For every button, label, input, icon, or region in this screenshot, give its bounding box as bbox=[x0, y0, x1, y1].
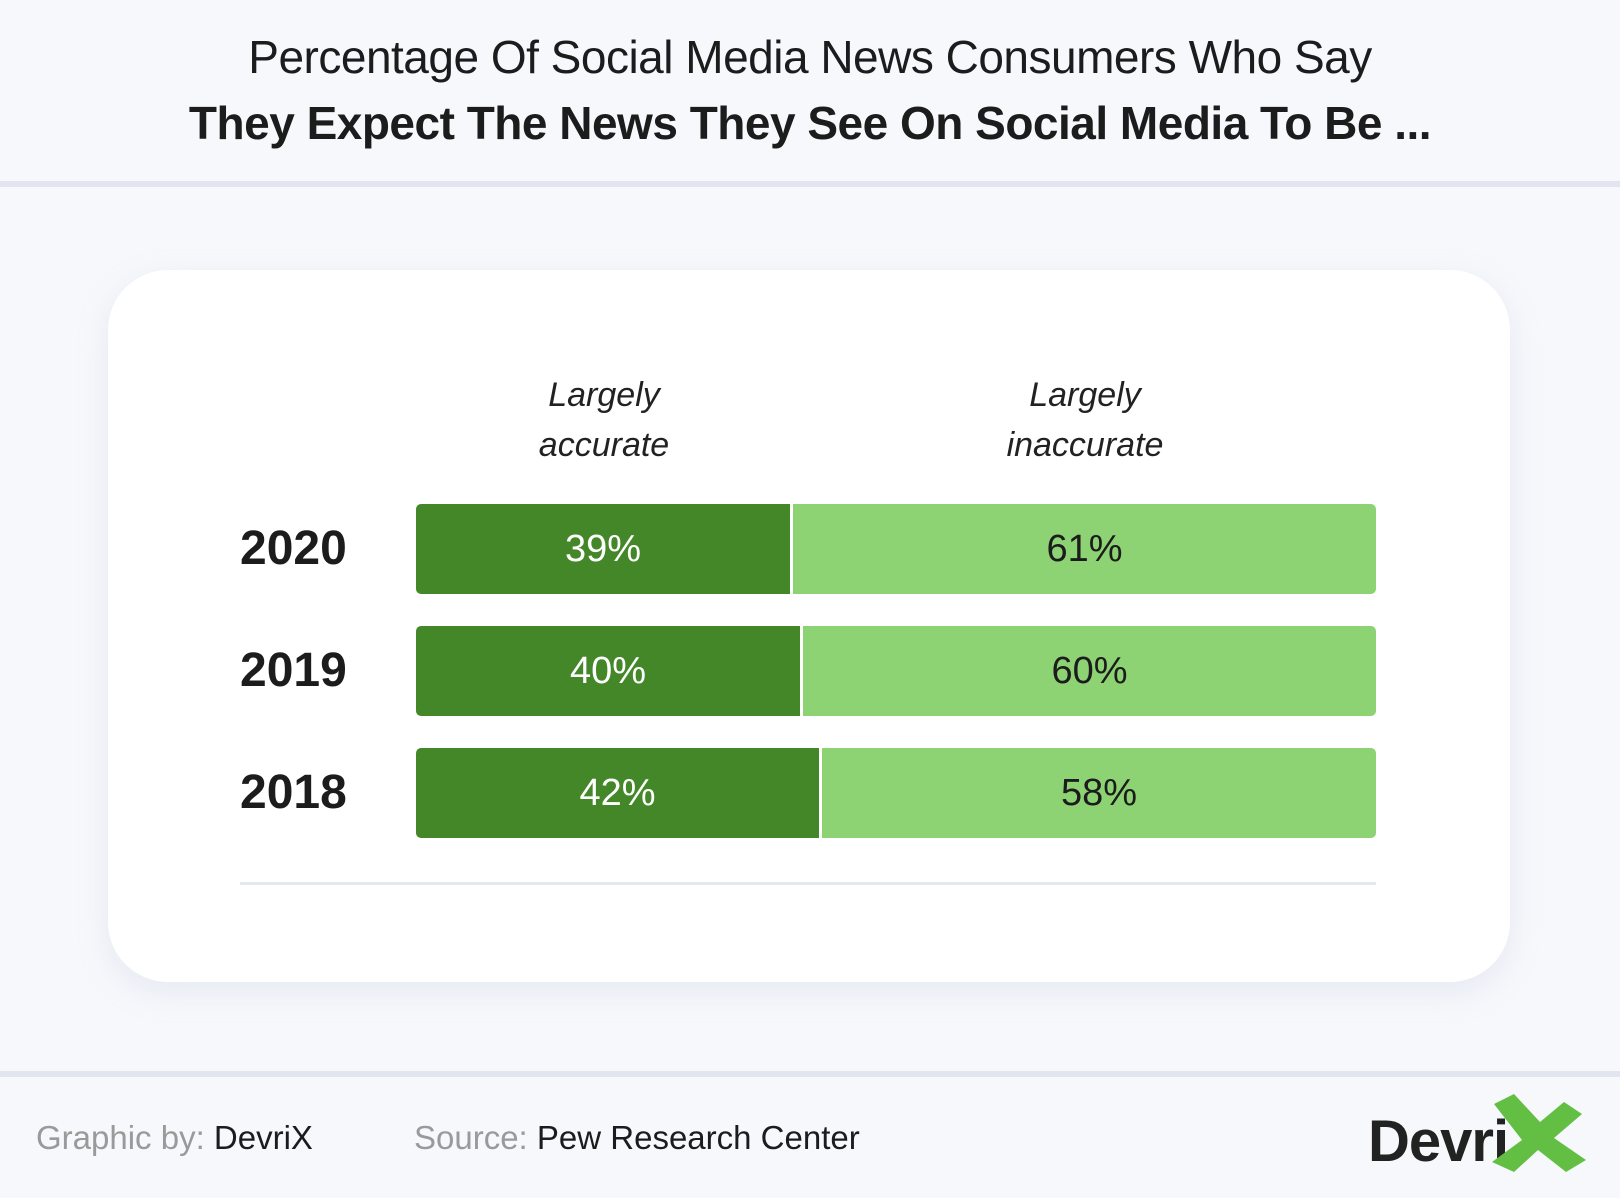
legend-inaccurate-line2: inaccurate bbox=[1006, 426, 1164, 464]
legend-accurate-line1: Largely bbox=[548, 376, 660, 414]
bar-inaccurate-2019: 60% bbox=[803, 626, 1376, 716]
graphic-credit-value: DevriX bbox=[213, 1119, 313, 1156]
source-label: Source: bbox=[414, 1119, 528, 1156]
year-label-2018: 2018 bbox=[240, 766, 347, 819]
year-label-2019: 2019 bbox=[240, 644, 347, 697]
source-credit: Source: Pew Research Center bbox=[414, 1116, 860, 1160]
bar-inaccurate-2020: 61% bbox=[793, 504, 1376, 594]
year-label-2020: 2020 bbox=[240, 522, 347, 575]
bar-row-2020: 39% 61% bbox=[416, 504, 1376, 594]
bar-accurate-2020: 39% bbox=[416, 504, 790, 594]
bar-row-2018: 42% 58% bbox=[416, 748, 1376, 838]
data-label-inaccurate-2020: 61% bbox=[1046, 527, 1123, 570]
x-mark-icon bbox=[1492, 1094, 1586, 1172]
bar-accurate-2019: 40% bbox=[416, 626, 800, 716]
bar-row-2019: 40% 60% bbox=[416, 626, 1376, 716]
legend-accurate: Largely accurate bbox=[454, 370, 754, 470]
data-label-accurate-2018: 42% bbox=[579, 771, 656, 814]
devrix-logo: Devri bbox=[1368, 1090, 1588, 1180]
bar-inaccurate-2018: 58% bbox=[822, 748, 1376, 838]
logo-text: Devri bbox=[1368, 1109, 1509, 1174]
data-label-accurate-2020: 39% bbox=[564, 527, 642, 570]
data-label-inaccurate-2018: 58% bbox=[1060, 771, 1138, 814]
data-label-accurate-2019: 40% bbox=[569, 649, 647, 692]
legend-inaccurate: Largely inaccurate bbox=[935, 370, 1235, 470]
data-label-inaccurate-2019: 60% bbox=[1051, 649, 1128, 692]
chart-header: Percentage Of Social Media News Consumer… bbox=[0, 0, 1620, 182]
chart-baseline bbox=[240, 882, 1376, 885]
header-divider bbox=[0, 181, 1620, 187]
graphic-credit: Graphic by: DevriX bbox=[36, 1116, 313, 1160]
source-value: Pew Research Center bbox=[536, 1119, 860, 1156]
chart-title-line1: Percentage Of Social Media News Consumer… bbox=[248, 31, 1372, 83]
footer-divider bbox=[0, 1071, 1620, 1077]
chart-title-line2: They Expect The News They See On Social … bbox=[188, 97, 1432, 149]
legend-accurate-line2: accurate bbox=[538, 426, 670, 464]
bar-accurate-2018: 42% bbox=[416, 748, 819, 838]
legend-inaccurate-line1: Largely bbox=[1029, 376, 1141, 414]
graphic-credit-label: Graphic by: bbox=[36, 1119, 205, 1156]
